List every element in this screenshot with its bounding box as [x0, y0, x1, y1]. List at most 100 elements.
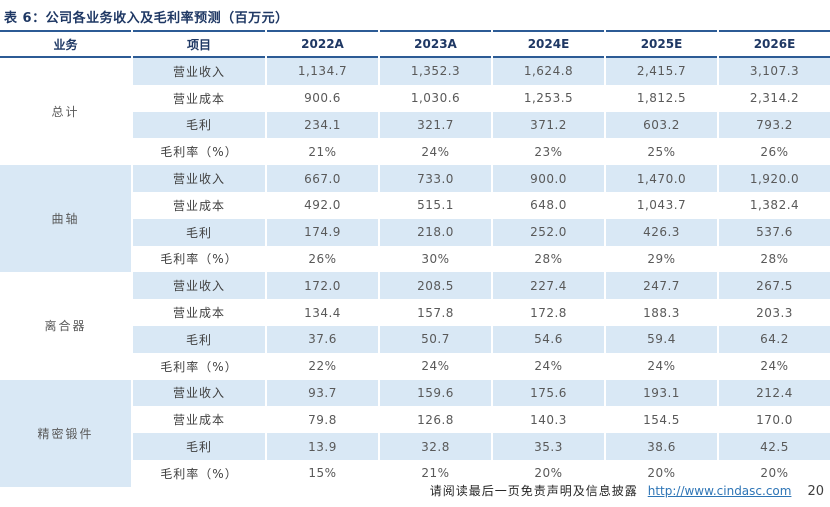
table-cell: 20% — [760, 466, 789, 481]
page-number: 20 — [807, 484, 824, 499]
table-cell: 126.8 — [417, 412, 454, 427]
table-cell: 648.0 — [530, 198, 567, 213]
table-cell: 26% — [760, 144, 789, 159]
table-cell: 79.8 — [308, 412, 337, 427]
table-cell: 1,043.7 — [636, 198, 687, 213]
row-label: 营业收入 — [133, 165, 265, 192]
table-cell: 371.2 — [493, 111, 604, 139]
col-header-2025e: 2025E — [606, 30, 717, 58]
table-cell: 170.0 — [756, 412, 793, 427]
table-cell: 515.1 — [417, 198, 454, 213]
table-cell: 37.6 — [267, 325, 378, 353]
table-cell: 32.8 — [380, 433, 491, 460]
table-header-row: 业务 项目 2022A 2023A 2024E 2025E 2026E — [0, 30, 830, 58]
col-header-2023a: 2023A — [380, 30, 491, 58]
table-cell: 28% — [534, 251, 563, 266]
row-label: 毛利 — [133, 218, 265, 246]
row-label: 营业收入 — [133, 58, 265, 85]
table-cell: 212.4 — [719, 379, 830, 407]
table-cell: 24% — [534, 359, 563, 374]
row-label: 毛利 — [133, 111, 265, 139]
table-cell: 174.9 — [267, 218, 378, 246]
table-cell: 134.4 — [304, 305, 341, 320]
table-cell: 20% — [647, 466, 676, 481]
table-title: 表 6：公司各业务收入及毛利率预测（百万元） — [4, 11, 289, 26]
table-cell: 24% — [760, 359, 789, 374]
table-cell: 1,134.7 — [267, 58, 378, 85]
row-label: 营业成本 — [172, 306, 225, 321]
table-cell: 234.1 — [267, 111, 378, 139]
table-cell: 537.6 — [719, 218, 830, 246]
row-label: 营业成本 — [172, 413, 225, 428]
table-cell: 252.0 — [493, 218, 604, 246]
table-cell: 218.0 — [380, 218, 491, 246]
row-label: 营业成本 — [172, 198, 225, 213]
table-cell: 900.6 — [304, 91, 341, 106]
table-cell: 3,107.3 — [719, 58, 830, 85]
table-cell: 1,352.3 — [380, 58, 491, 85]
table-cell: 140.3 — [530, 412, 567, 427]
table-cell: 159.6 — [380, 379, 491, 407]
row-label: 毛利 — [133, 325, 265, 353]
table-cell: 59.4 — [606, 325, 717, 353]
row-label: 毛利率（%） — [160, 359, 238, 374]
table-cell: 35.3 — [493, 433, 604, 460]
table-cell: 900.0 — [493, 165, 604, 192]
table-cell: 188.3 — [643, 305, 680, 320]
col-header-item: 项目 — [133, 30, 265, 58]
table-cell: 28% — [760, 251, 789, 266]
table-cell: 667.0 — [267, 165, 378, 192]
table-cell: 1,624.8 — [493, 58, 604, 85]
table-cell: 1,470.0 — [606, 165, 717, 192]
table-cell: 54.6 — [493, 325, 604, 353]
disclaimer-text: 请阅读最后一页免责声明及信息披露 — [429, 484, 638, 498]
table-cell: 24% — [647, 359, 676, 374]
table-cell: 208.5 — [380, 272, 491, 300]
table-cell: 267.5 — [719, 272, 830, 300]
row-label: 毛利率（%） — [160, 252, 238, 267]
col-header-2026e: 2026E — [719, 30, 830, 58]
table-cell: 227.4 — [493, 272, 604, 300]
table-cell: 15% — [308, 466, 337, 481]
table-body: 总计 营业收入 1,134.7 1,352.3 1,624.8 2,415.7 … — [0, 58, 830, 487]
table-cell: 38.6 — [606, 433, 717, 460]
table-cell: 1,812.5 — [636, 91, 687, 106]
table-cell: 25% — [647, 144, 676, 159]
table-cell: 24% — [421, 359, 450, 374]
table-cell: 603.2 — [606, 111, 717, 139]
table-cell: 793.2 — [719, 111, 830, 139]
table-cell: 492.0 — [304, 198, 341, 213]
row-label: 毛利率（%） — [160, 466, 238, 481]
table-cell: 154.5 — [643, 412, 680, 427]
row-label: 营业收入 — [133, 379, 265, 407]
table-cell: 2,314.2 — [749, 91, 800, 106]
row-label: 营业成本 — [172, 91, 225, 106]
table-cell: 29% — [647, 251, 676, 266]
col-header-2022a: 2022A — [267, 30, 378, 58]
business-group-cell: 总计 — [51, 105, 80, 120]
table-cell: 2,415.7 — [606, 58, 717, 85]
table-cell: 247.7 — [606, 272, 717, 300]
table-cell: 1,030.6 — [410, 91, 461, 106]
row-label: 营业收入 — [133, 272, 265, 300]
table-cell: 42.5 — [719, 433, 830, 460]
table-cell: 1,382.4 — [749, 198, 800, 213]
col-header-2024e: 2024E — [493, 30, 604, 58]
table-cell: 193.1 — [606, 379, 717, 407]
row-label: 毛利 — [133, 433, 265, 460]
table-cell: 93.7 — [267, 379, 378, 407]
table-cell: 20% — [534, 466, 563, 481]
table-cell: 13.9 — [267, 433, 378, 460]
table-cell: 733.0 — [380, 165, 491, 192]
col-header-business: 业务 — [0, 30, 131, 58]
table-cell: 23% — [534, 144, 563, 159]
page-footer: 请阅读最后一页免责声明及信息披露 http://www.cindasc.com … — [430, 482, 824, 499]
table-cell: 172.0 — [267, 272, 378, 300]
business-group-cell: 曲轴 — [0, 165, 131, 273]
table-cell: 1,253.5 — [523, 91, 574, 106]
website-link[interactable]: http://www.cindasc.com — [647, 484, 792, 498]
table-cell: 24% — [421, 144, 450, 159]
table-cell: 50.7 — [380, 325, 491, 353]
business-group-cell: 离合器 — [44, 319, 87, 334]
